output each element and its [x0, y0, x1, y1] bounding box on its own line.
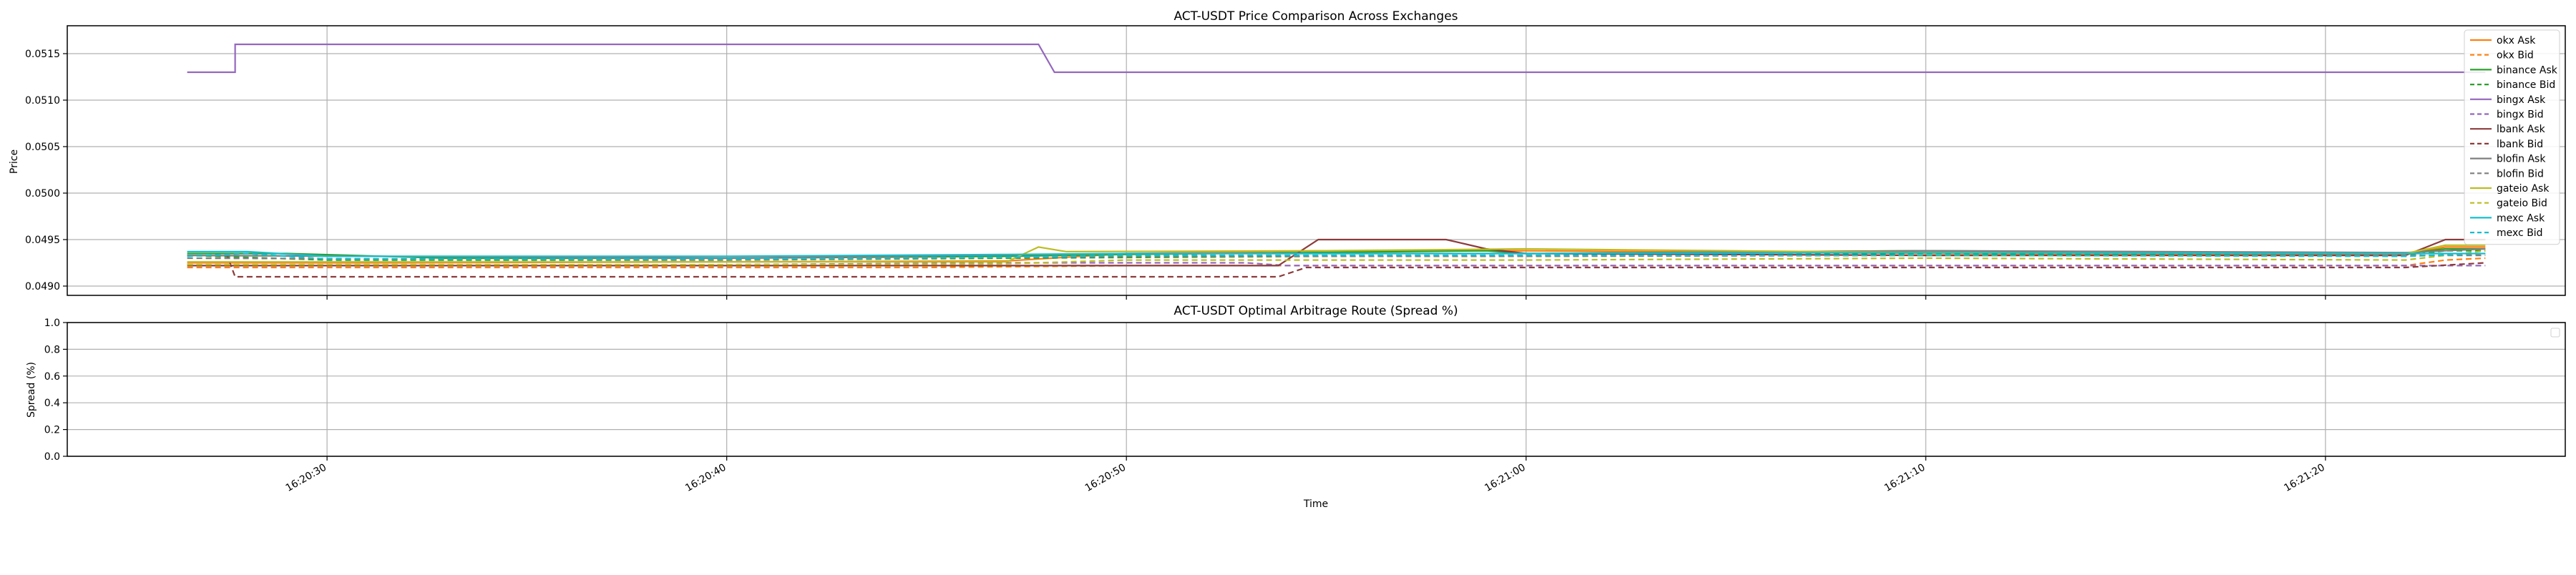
- price-plot-frame: [67, 25, 2566, 296]
- series-line-mexc-ask: [187, 250, 2486, 257]
- price-legend: okx Ask okx Bid binance Ask binance Bid bing…: [2464, 29, 2560, 245]
- series-line-gateio-ask: [187, 244, 2486, 263]
- spread-y-tick-label: 0.4: [44, 398, 60, 409]
- legend-label-okx-bid: okx Bid: [2497, 50, 2534, 62]
- price-chart-title: ACT-USDT Price Comparison Across Exchang…: [1174, 9, 1458, 24]
- legend-label-okx-ask: okx Ask: [2497, 35, 2536, 46]
- spread-y-tick-label: 0.2: [44, 425, 60, 436]
- legend-label-mexc-ask: mexc Ask: [2497, 212, 2545, 224]
- x-tick-label: 16:21:10: [1883, 462, 1927, 494]
- price-y-tick-label: 0.0495: [25, 235, 60, 246]
- series-line-lbank-bid: [187, 255, 2486, 278]
- legend-label-mexc-bid: mexc Bid: [2497, 227, 2543, 239]
- spread-y-tick-label: 0.6: [44, 371, 60, 383]
- legend-label-bingx-ask: bingx Ask: [2497, 94, 2546, 106]
- legend-label-binance-bid: binance Bid: [2497, 79, 2555, 91]
- legend-label-gateio-ask: gateio Ask: [2497, 183, 2550, 195]
- empty-legend-box: [2550, 328, 2560, 338]
- price-y-tick-label: 0.0510: [25, 95, 60, 107]
- price-y-tick-label: 0.0515: [25, 49, 60, 60]
- series-line-lbank-ask: [187, 238, 2486, 267]
- price-axes: ACT-USDT Price Comparison Across Exchang…: [9, 9, 2566, 300]
- spread-legend: [2550, 328, 2560, 338]
- x-tick-label: 16:21:20: [2282, 462, 2326, 494]
- x-tick-label: 16:20:30: [284, 462, 328, 494]
- legend-label-bingx-bid: bingx Bid: [2497, 109, 2544, 121]
- series-line-mexc-bid: [187, 252, 2486, 260]
- legend-label-lbank-ask: lbank Ask: [2497, 124, 2546, 135]
- price-grid: [67, 26, 2565, 295]
- spread-grid: [67, 322, 2565, 457]
- spread-plot-frame: [67, 322, 2566, 457]
- spread-y-axis-label: Spread (%): [26, 362, 37, 418]
- spread-chart-title: ACT-USDT Optimal Arbitrage Route (Spread…: [1174, 304, 1458, 318]
- legend-label-blofin-ask: blofin Ask: [2497, 154, 2546, 165]
- time-x-axis-label: Time: [1303, 498, 1328, 510]
- price-y-tick-label: 0.0505: [25, 142, 60, 153]
- legend-label-binance-ask: binance Ask: [2497, 64, 2558, 76]
- spread-y-tick-label: 0.0: [44, 451, 60, 463]
- spread-y-tick-label: 1.0: [44, 318, 60, 329]
- price-y-tick-label: 0.0500: [25, 188, 60, 200]
- series-line-bingx-ask: [187, 43, 2486, 74]
- spread-axes: ACT-USDT Optimal Arbitrage Route (Spread…: [26, 304, 2566, 510]
- series-line-gateio-bid: [187, 250, 2486, 266]
- legend-label-blofin-bid: blofin Bid: [2497, 168, 2544, 180]
- legend-label-lbank-bid: lbank Bid: [2497, 139, 2543, 150]
- x-tick-label: 16:21:00: [1483, 462, 1527, 494]
- price-y-tick-label: 0.0490: [25, 281, 60, 293]
- spread-y-tick-label: 0.8: [44, 344, 60, 355]
- legend-box: [2464, 29, 2560, 245]
- series-line-blofin-bid: [187, 255, 2486, 261]
- x-tick-label: 16:20:50: [1083, 462, 1128, 494]
- price-series-group: [187, 43, 2486, 278]
- legend-label-gateio-bid: gateio Bid: [2497, 198, 2547, 210]
- x-tick-label: 16:20:40: [683, 462, 728, 494]
- price-y-axis-label: Price: [9, 149, 20, 174]
